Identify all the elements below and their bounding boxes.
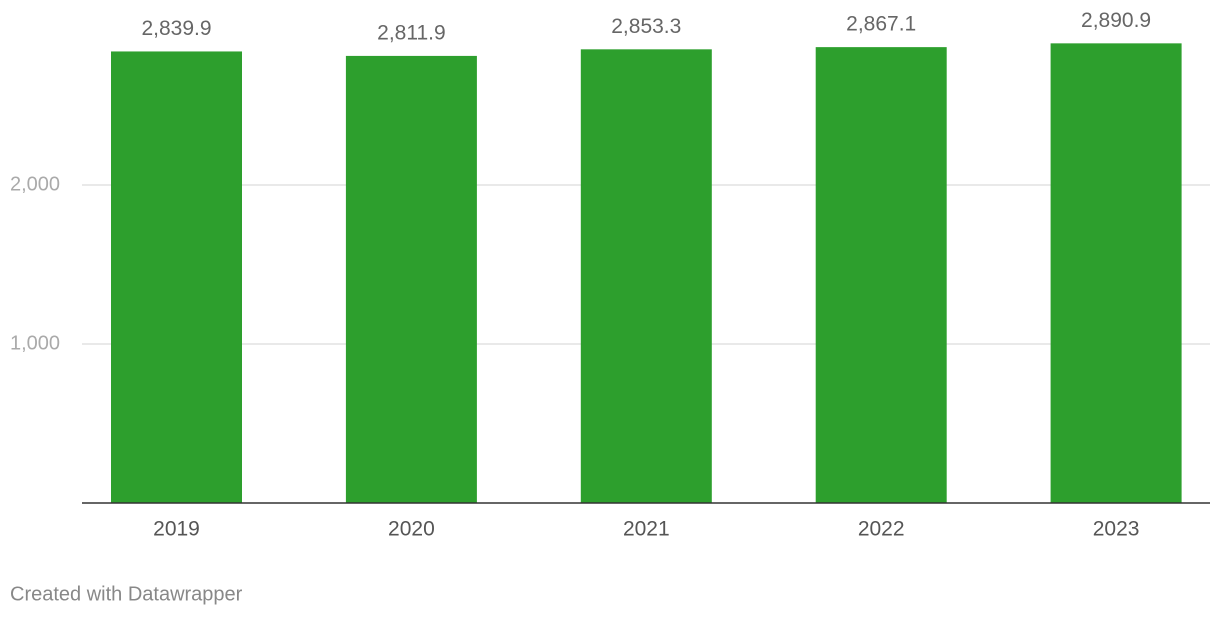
credit: Created with Datawrapper: [10, 583, 243, 605]
x-tick-label: 2020: [388, 518, 435, 541]
bar: [345, 55, 477, 504]
value-label: 2,839.9: [141, 17, 211, 40]
x-tick-label: 2023: [1093, 518, 1140, 541]
y-tick-label: 1,000: [10, 332, 60, 354]
y-tick-label: 2,000: [10, 173, 60, 195]
bar: [1050, 43, 1182, 504]
value-label: 2,811.9: [377, 21, 446, 44]
x-tick-label: 2022: [858, 518, 905, 541]
x-tick-label: 2019: [153, 518, 200, 541]
value-label: 2,867.1: [846, 13, 916, 36]
bar: [815, 47, 947, 503]
bar: [580, 49, 712, 504]
value-label: 2,853.3: [611, 15, 681, 38]
x-tick-label: 2021: [623, 518, 670, 541]
value-label: 2,890.9: [1081, 9, 1151, 32]
bar: [111, 51, 242, 503]
